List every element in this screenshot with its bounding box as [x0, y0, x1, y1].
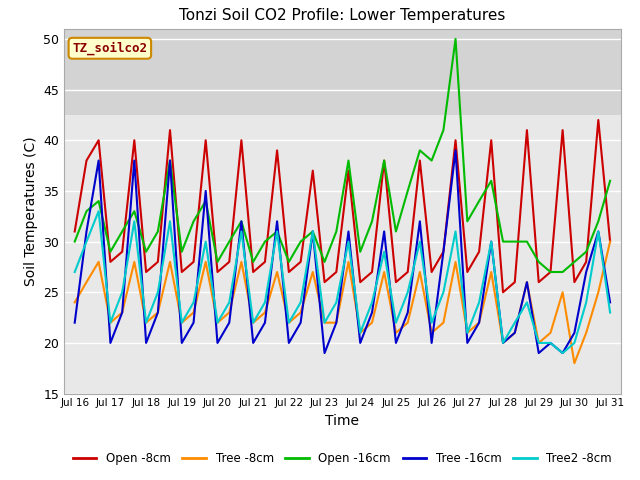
Y-axis label: Soil Temperatures (C): Soil Temperatures (C): [24, 136, 38, 286]
Text: TZ_soilco2: TZ_soilco2: [72, 42, 147, 55]
Legend: Open -8cm, Tree -8cm, Open -16cm, Tree -16cm, Tree2 -8cm: Open -8cm, Tree -8cm, Open -16cm, Tree -…: [68, 447, 617, 469]
Bar: [64, 29, 621, 115]
X-axis label: Time: Time: [325, 414, 360, 428]
Title: Tonzi Soil CO2 Profile: Lower Temperatures: Tonzi Soil CO2 Profile: Lower Temperatur…: [179, 9, 506, 24]
